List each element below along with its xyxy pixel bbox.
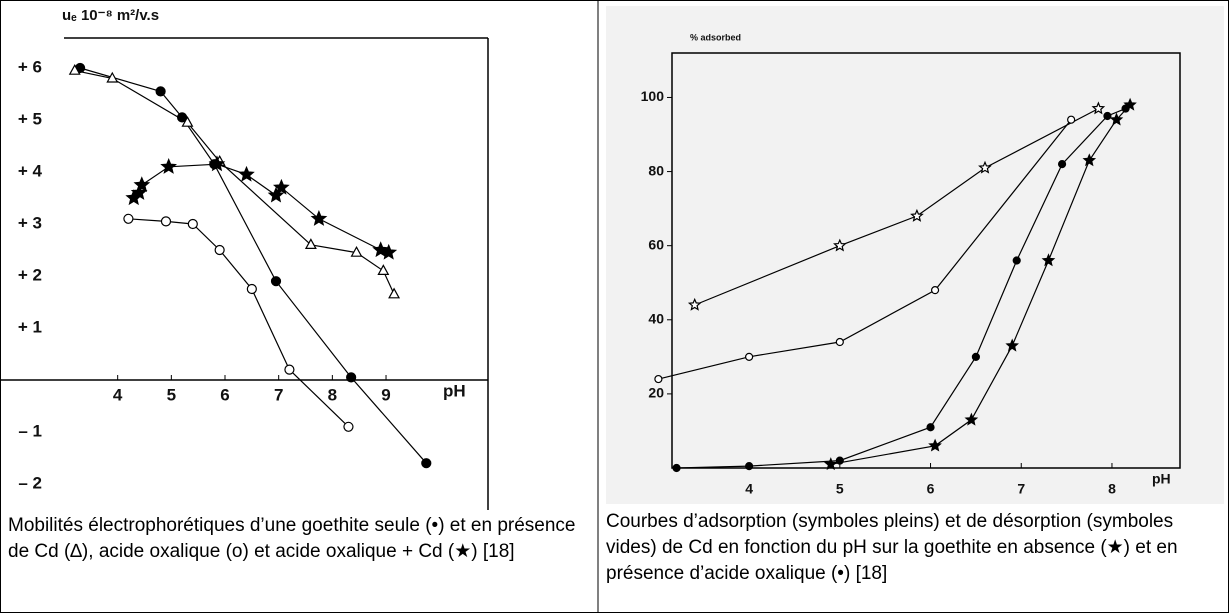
marker xyxy=(833,238,847,252)
curve xyxy=(128,218,349,428)
marker xyxy=(926,423,935,432)
y-tick-label: + 5 xyxy=(18,109,42,128)
curve xyxy=(133,163,389,254)
scan-background xyxy=(606,6,1224,504)
x-tick-label: 8 xyxy=(328,385,337,404)
marker xyxy=(246,283,257,295)
y-tick-label: 40 xyxy=(648,310,664,326)
marker xyxy=(106,71,119,83)
marker xyxy=(270,276,282,287)
caption: Courbes d’adsorption (symboles pleins) e… xyxy=(606,511,1178,584)
marker xyxy=(160,216,172,227)
marker xyxy=(208,155,226,172)
curve xyxy=(79,67,427,464)
marker xyxy=(160,158,178,174)
x-tick-label: 6 xyxy=(220,385,229,404)
x-tick-label: 7 xyxy=(1017,481,1025,497)
marker xyxy=(155,86,166,97)
y-tick-label: – 2 xyxy=(18,473,42,492)
marker xyxy=(1123,97,1137,111)
marker xyxy=(654,374,663,384)
x-tick-label: 4 xyxy=(113,385,123,404)
marker xyxy=(835,337,844,347)
marker xyxy=(123,213,134,224)
marker xyxy=(1067,115,1076,124)
y-tick-label: 100 xyxy=(641,88,665,104)
marker xyxy=(910,208,924,222)
y-tick-label: 60 xyxy=(648,236,664,252)
marker xyxy=(1109,112,1124,126)
marker xyxy=(133,176,151,193)
marker xyxy=(304,238,317,249)
marker xyxy=(978,160,992,174)
marker xyxy=(823,457,838,471)
y-tick-label: + 6 xyxy=(18,57,42,76)
x-tick-label: 9 xyxy=(381,385,390,404)
marker xyxy=(310,210,328,226)
marker xyxy=(388,287,401,299)
y-tick-label: + 3 xyxy=(18,213,42,232)
marker xyxy=(272,178,290,195)
marker xyxy=(1082,153,1097,167)
marker xyxy=(421,458,432,469)
marker xyxy=(1091,101,1106,115)
marker xyxy=(68,63,81,75)
y-axis-label: uₑ 10⁻⁸ m²/v.s xyxy=(62,7,159,24)
y-tick-label: 80 xyxy=(648,162,664,178)
x-tick-label: 5 xyxy=(836,481,844,497)
marker xyxy=(672,463,681,473)
marker xyxy=(377,264,390,275)
marker xyxy=(971,352,980,361)
marker xyxy=(130,184,148,200)
x-tick-label: 7 xyxy=(274,385,283,404)
marker xyxy=(267,186,285,203)
marker xyxy=(214,244,225,256)
y-tick-label: + 2 xyxy=(18,265,42,284)
x-axis-label: pH xyxy=(443,381,466,400)
plot-frame xyxy=(671,52,1181,469)
y-axis-label: % adsorbed xyxy=(690,32,741,42)
marker xyxy=(964,412,979,426)
marker xyxy=(745,462,754,471)
marker xyxy=(1041,253,1056,267)
marker xyxy=(928,438,942,452)
marker xyxy=(187,218,198,230)
x-tick-label: 8 xyxy=(1108,481,1116,497)
marker xyxy=(1103,111,1112,121)
marker xyxy=(343,421,354,432)
y-tick-label: + 4 xyxy=(18,161,43,180)
x-tick-label: 4 xyxy=(745,481,753,497)
y-tick-label: 20 xyxy=(648,385,664,401)
marker xyxy=(930,286,940,295)
marker xyxy=(1057,160,1067,169)
curve xyxy=(74,70,395,295)
marker xyxy=(350,245,363,257)
marker xyxy=(238,165,255,182)
marker xyxy=(1012,256,1021,265)
x-axis-label: pH xyxy=(1152,471,1171,487)
curve xyxy=(830,104,1131,465)
marker xyxy=(1005,338,1019,352)
marker xyxy=(745,352,754,361)
marker xyxy=(284,364,295,375)
marker xyxy=(346,372,357,383)
x-tick-label: 5 xyxy=(167,385,176,404)
caption: Mobilités électrophorétiques d’une goeth… xyxy=(8,515,576,562)
y-tick-label: + 1 xyxy=(18,317,42,336)
x-tick-label: 6 xyxy=(927,481,935,497)
y-tick-label: – 1 xyxy=(18,421,42,440)
marker xyxy=(181,115,194,127)
marker xyxy=(380,243,398,260)
marker xyxy=(687,297,702,311)
